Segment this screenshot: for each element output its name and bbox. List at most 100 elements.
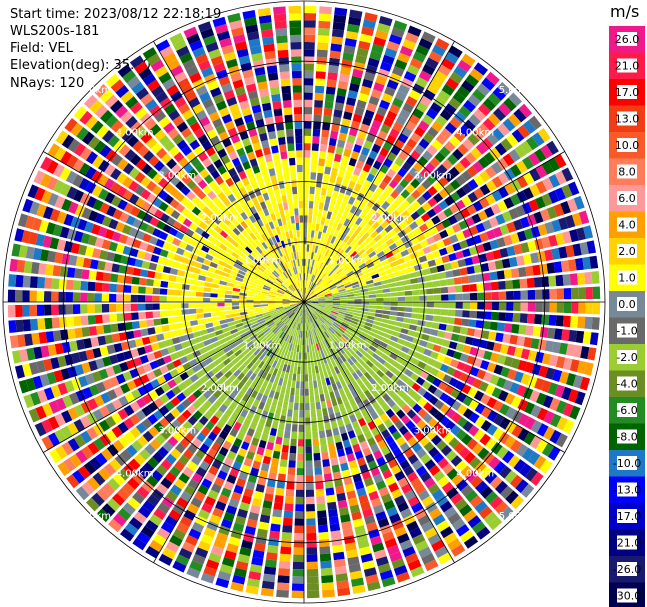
- range-gate: [66, 267, 76, 278]
- range-gate: [307, 266, 310, 274]
- range-gate: [436, 330, 446, 338]
- range-gate: [323, 466, 332, 475]
- range-gate: [386, 79, 399, 90]
- range-gate: [482, 98, 497, 111]
- range-gate: [159, 405, 170, 416]
- range-gate: [352, 342, 361, 350]
- range-gate: [307, 323, 310, 331]
- range-gate: [314, 394, 320, 403]
- range-gate: [297, 460, 304, 469]
- range-gate: [443, 432, 455, 444]
- range-gate: [493, 107, 507, 122]
- range-gate: [377, 397, 386, 407]
- range-gate: [456, 187, 467, 199]
- range-gate: [446, 278, 455, 286]
- range-gate: [373, 382, 382, 392]
- range-gate: [511, 424, 523, 438]
- range-gate: [405, 120, 417, 132]
- range-gate: [393, 326, 402, 333]
- range-gate: [512, 313, 521, 323]
- range-gate: [432, 181, 444, 192]
- range-gate: [94, 237, 105, 248]
- range-gate: [158, 201, 169, 212]
- range-gate: [348, 127, 358, 137]
- range-gate: [241, 107, 252, 117]
- range-gate: [236, 431, 246, 441]
- range-gate: [283, 224, 289, 233]
- range-gate: [210, 288, 219, 293]
- range-gate: [468, 274, 477, 283]
- range-gate: [130, 285, 139, 294]
- range-gate: [176, 414, 187, 425]
- range-gate: [180, 341, 190, 349]
- range-gate: [535, 180, 547, 194]
- range-gate: [573, 344, 583, 358]
- range-gate: [267, 238, 274, 246]
- range-gate: [325, 86, 336, 95]
- range-gate: [304, 49, 315, 57]
- range-gate: [292, 292, 299, 298]
- range-gate: [268, 294, 276, 298]
- range-gate: [268, 168, 276, 177]
- range-gate: [482, 118, 496, 131]
- range-gate: [344, 38, 357, 48]
- range-gate: [311, 143, 319, 151]
- range-gate: [205, 105, 217, 116]
- range-gate: [271, 457, 280, 467]
- range-gate: [155, 464, 168, 476]
- range-gate: [409, 324, 418, 331]
- range-gate: [437, 90, 451, 102]
- range-gate: [265, 486, 275, 495]
- range-gate: [225, 247, 234, 255]
- range-gate: [592, 302, 601, 315]
- range-gate: [174, 71, 187, 83]
- range-gate: [185, 333, 195, 340]
- range-gate: [311, 300, 319, 302]
- range-gate: [14, 365, 25, 379]
- range-gate: [315, 481, 324, 490]
- range-gate: [264, 223, 271, 232]
- range-gate: [534, 314, 543, 325]
- range-gate: [154, 65, 168, 78]
- range-gate: [159, 45, 174, 58]
- range-gate: [284, 291, 292, 296]
- range-gate: [442, 463, 454, 475]
- range-gate: [118, 395, 129, 407]
- range-gate: [311, 283, 317, 291]
- range-gate: [370, 467, 381, 477]
- range-gate: [162, 547, 177, 560]
- range-gate: [317, 305, 325, 309]
- range-gate: [112, 513, 127, 527]
- range-gate: [58, 317, 67, 328]
- range-gate: [401, 161, 412, 172]
- range-gate: [162, 224, 172, 234]
- range-gate: [188, 358, 198, 367]
- range-gate: [452, 91, 466, 104]
- range-gate: [341, 321, 350, 327]
- range-gate: [340, 432, 349, 442]
- range-gate: [282, 525, 293, 533]
- range-gate: [292, 306, 299, 311]
- range-gate: [324, 100, 334, 109]
- range-gate: [522, 187, 534, 200]
- range-gate: [367, 217, 376, 227]
- range-gate: [311, 329, 316, 337]
- range-gate: [318, 13, 332, 22]
- range-gate: [113, 386, 124, 398]
- range-gate: [191, 325, 200, 332]
- range-gate: [255, 330, 264, 336]
- range-gate: [355, 411, 363, 421]
- range-gate: [217, 191, 227, 201]
- range-gate: [474, 500, 488, 514]
- range-gate: [183, 347, 192, 355]
- range-gate: [135, 197, 146, 209]
- range-gate: [277, 321, 284, 328]
- range-gate: [30, 391, 41, 406]
- range-gate: [287, 238, 292, 247]
- range-gate: [300, 229, 304, 238]
- range-gate: [494, 259, 504, 270]
- range-gate: [381, 318, 389, 324]
- range-gate: [69, 453, 82, 468]
- range-gate: [332, 221, 339, 230]
- range-gate: [84, 246, 95, 257]
